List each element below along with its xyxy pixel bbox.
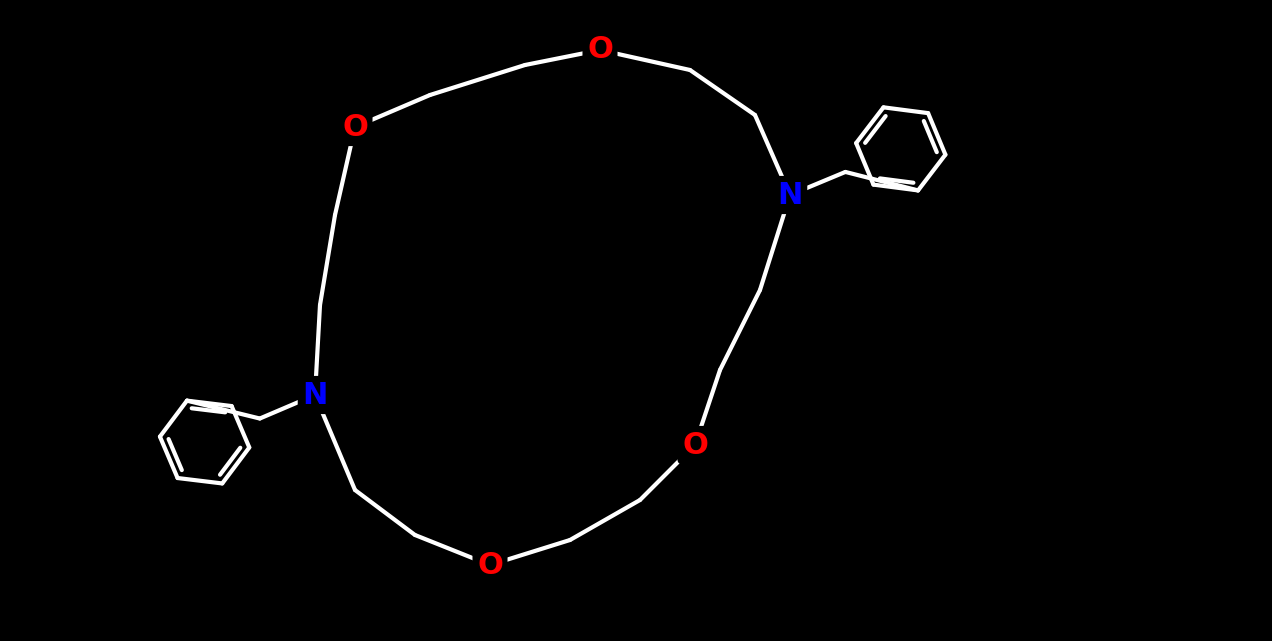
Text: O: O [682, 431, 709, 460]
Text: N: N [303, 381, 328, 410]
Text: N: N [777, 181, 803, 210]
Text: O: O [342, 113, 368, 142]
Text: O: O [477, 551, 502, 579]
Text: O: O [588, 35, 613, 65]
